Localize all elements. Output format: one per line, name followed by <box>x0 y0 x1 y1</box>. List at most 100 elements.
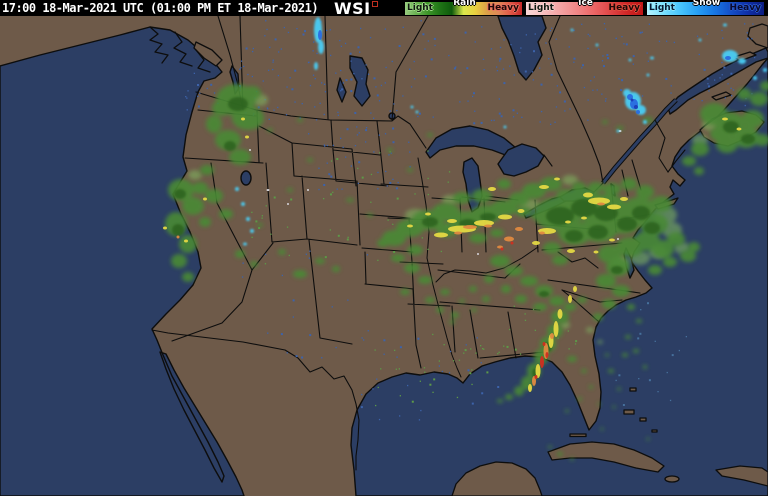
radar-echo <box>287 188 293 192</box>
noise-speck <box>389 110 391 112</box>
radar-echo <box>534 375 538 379</box>
noise-speck <box>358 132 360 134</box>
radar-echo <box>318 30 322 40</box>
noise-speck <box>286 86 288 88</box>
radar-echo <box>540 356 544 368</box>
noise-speck <box>261 217 263 219</box>
noise-speck <box>308 257 310 259</box>
legend-snow-heavy-label: Heavy <box>729 3 761 13</box>
radar-echo <box>449 320 455 324</box>
noise-speck <box>376 378 378 380</box>
jamaica-island <box>664 475 680 483</box>
noise-speck <box>618 78 620 80</box>
noise-speck <box>453 67 456 70</box>
noise-speck <box>524 313 526 315</box>
noise-speck <box>723 66 726 69</box>
radar-echo <box>454 231 462 235</box>
noise-speck <box>274 38 277 41</box>
noise-speck <box>392 127 395 130</box>
bahamas-key3 <box>651 429 658 433</box>
noise-speck <box>721 29 723 32</box>
noise-speck <box>359 51 361 53</box>
legend-ice-heavy-label: Heavy <box>608 3 640 13</box>
noise-speck <box>452 360 455 362</box>
noise-speck <box>555 38 557 40</box>
noise-speck <box>666 40 668 42</box>
noise-speck <box>551 27 553 29</box>
noise-speck <box>673 41 675 44</box>
radar-echo <box>469 286 477 292</box>
legend-ice: Light Ice Heavy <box>525 0 646 16</box>
noise-speck <box>335 72 337 74</box>
radar-echo <box>219 209 233 219</box>
noise-speck <box>408 141 410 143</box>
radar-echo <box>427 133 433 137</box>
noise-speck <box>331 306 333 308</box>
noise-speck <box>724 97 726 99</box>
noise-speck <box>534 329 536 331</box>
noise-speck <box>497 353 499 355</box>
noise-speck <box>378 100 381 102</box>
radar-echo <box>630 98 634 102</box>
noise-speck <box>411 400 414 403</box>
noise-speck <box>407 384 409 387</box>
noise-speck <box>669 399 672 402</box>
noise-speck <box>727 83 729 85</box>
radar-echo <box>505 394 513 400</box>
radar-echo <box>595 43 599 47</box>
noise-speck <box>568 46 570 48</box>
noise-speck <box>265 205 267 207</box>
radar-echo <box>480 213 496 221</box>
radar-echo <box>680 250 696 262</box>
noise-speck <box>438 365 440 367</box>
radar-echo <box>501 285 511 293</box>
radar-group-rain-red <box>500 241 549 379</box>
noise-speck <box>539 121 541 123</box>
noise-speck <box>706 33 708 35</box>
noise-speck <box>459 101 461 103</box>
legend-rain: Light Rain Heavy <box>404 0 525 16</box>
noise-speck <box>347 299 349 301</box>
header-bar: 17:00 18-Mar-2021 UTC (01:00 PM ET 18-Ma… <box>0 0 768 18</box>
radar-echo <box>608 369 614 373</box>
noise-speck <box>432 333 434 336</box>
noise-speck <box>480 345 482 347</box>
radar-echo <box>572 182 586 192</box>
radar-echo <box>436 307 444 313</box>
noise-speck <box>285 114 288 116</box>
wsi-logo-degree-icon <box>371 1 378 7</box>
us-mexico-border <box>151 329 360 471</box>
radar-group-rain-yellow <box>163 117 742 392</box>
radar-echo <box>564 303 576 311</box>
noise-speck <box>342 82 344 84</box>
noise-speck <box>270 233 272 235</box>
noise-speck <box>266 28 268 31</box>
noise-speck <box>356 134 359 136</box>
noise-speck <box>420 409 422 412</box>
radar-echo <box>602 120 608 124</box>
noise-speck <box>474 110 476 112</box>
radar-echo <box>612 405 616 409</box>
noise-speck <box>481 26 483 28</box>
wsi-logo: WSI <box>334 0 378 18</box>
noise-speck <box>464 349 467 352</box>
noise-speck <box>601 60 604 62</box>
noise-speck <box>358 161 361 164</box>
noise-speck <box>380 84 383 87</box>
radar-echo <box>581 216 587 220</box>
noise-speck <box>448 372 451 374</box>
radar-echo <box>667 232 685 246</box>
noise-speck <box>424 371 426 373</box>
radar-echo <box>228 97 248 111</box>
legend-rain-label: Rain <box>453 0 476 8</box>
radar-echo <box>568 295 572 303</box>
radar-echo <box>471 308 477 312</box>
radar-echo <box>418 276 432 284</box>
noise-speck <box>286 226 289 228</box>
noise-speck <box>540 110 543 113</box>
noise-speck <box>498 98 500 100</box>
noise-speck <box>272 68 274 71</box>
noise-speck <box>349 52 352 55</box>
radar-echo <box>588 197 610 205</box>
